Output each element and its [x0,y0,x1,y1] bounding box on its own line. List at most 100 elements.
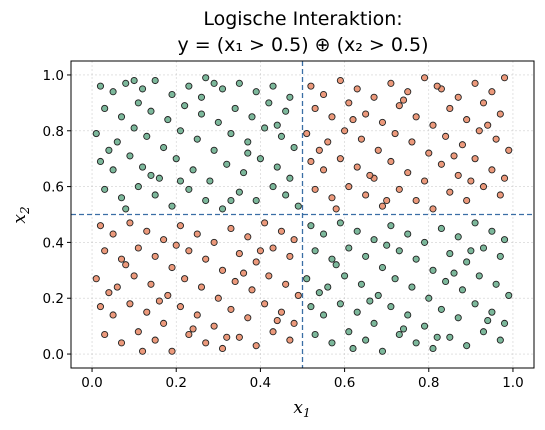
point-class-1-129 [185,330,193,339]
point-class-1-79 [193,230,201,238]
point-class-1-126 [134,328,142,336]
point-class-0-55 [168,202,176,210]
point-class-0-94 [429,266,437,274]
x-tick-label-2: 0.4 [250,375,271,391]
point-class-1-98 [92,275,100,283]
point-class-0-51 [101,185,109,193]
point-class-1-102 [164,291,172,299]
point-class-1-121 [261,300,269,308]
point-class-0-97 [479,244,488,252]
point-class-1-106 [231,277,239,286]
point-class-0-40 [126,152,134,160]
y-tick-label-3: 0.6 [43,180,64,196]
point-class-1-62 [496,191,504,199]
point-class-0-70 [176,177,184,185]
point-class-1-108 [265,272,273,280]
point-class-0-143 [383,241,391,249]
point-class-0-76 [336,219,344,227]
point-class-0-27 [130,124,138,132]
point-class-0-73 [210,79,218,87]
point-class-0-103 [374,291,382,299]
point-class-0-60 [252,196,260,205]
point-class-1-87 [117,255,126,263]
point-class-1-2 [336,76,344,85]
point-class-1-99 [113,283,121,291]
point-class-1-61 [479,183,488,191]
point-class-0-129 [378,347,387,355]
point-class-1-141 [105,289,113,297]
point-class-1-36 [492,135,500,143]
point-class-0-115 [353,308,361,316]
point-class-1-55 [378,202,387,210]
point-class-0-106 [425,294,433,302]
point-class-0-134 [463,342,471,350]
point-class-1-139 [240,269,248,277]
point-class-0-20 [214,118,222,126]
point-class-1-143 [223,333,231,341]
point-class-1-82 [244,233,252,241]
point-class-1-19 [412,113,420,121]
point-class-0-50 [286,174,294,182]
point-class-0-141 [484,317,492,325]
point-class-0-2 [122,79,130,87]
point-class-0-39 [109,166,117,174]
point-class-0-107 [442,277,450,286]
point-class-0-48 [256,155,264,163]
y-tick-label-0: 0.0 [43,347,64,363]
point-class-0-61 [269,183,277,191]
point-class-1-10 [471,79,479,87]
point-class-0-15 [134,99,142,107]
data-points [92,74,513,355]
point-class-1-26 [324,138,332,146]
point-class-0-104 [391,275,399,283]
point-class-1-72 [349,116,357,124]
point-class-1-140 [273,317,281,325]
point-class-1-47 [454,171,462,179]
point-class-1-50 [500,174,509,182]
point-class-0-21 [231,104,239,112]
point-class-0-7 [202,74,210,82]
point-class-0-5 [168,90,176,99]
point-class-1-16 [362,110,370,118]
point-class-0-11 [269,82,277,90]
point-class-0-33 [227,130,235,138]
point-class-0-65 [147,171,155,179]
point-class-0-83 [454,233,462,241]
point-class-1-5 [387,79,395,87]
point-class-1-17 [378,118,387,126]
point-class-0-84 [471,219,479,227]
point-class-1-100 [130,272,138,280]
point-class-1-105 [214,294,222,302]
point-class-0-142 [315,289,323,297]
point-class-1-103 [181,275,189,283]
point-class-0-0 [96,82,105,90]
point-class-0-99 [303,275,311,283]
point-class-0-87 [311,247,319,255]
point-class-1-20 [429,121,437,129]
point-class-1-1 [319,90,328,99]
point-class-0-36 [277,132,286,140]
point-class-1-73 [96,222,105,230]
point-class-0-9 [235,79,243,87]
point-class-0-13 [101,104,109,112]
point-class-1-14 [328,113,336,121]
point-class-1-109 [282,280,290,288]
point-class-1-57 [412,196,420,205]
point-class-0-146 [349,344,357,353]
point-class-0-131 [412,339,420,347]
point-class-1-122 [277,308,286,316]
point-class-1-68 [315,146,323,154]
point-class-0-4 [151,76,159,85]
point-class-0-121 [454,314,462,322]
point-class-1-107 [248,286,256,294]
point-class-1-44 [404,169,412,177]
point-class-0-16 [147,107,155,115]
point-class-0-123 [488,308,496,316]
point-class-0-100 [324,283,332,291]
point-class-0-98 [496,252,504,260]
point-class-0-41 [139,163,147,171]
point-class-0-31 [193,135,201,143]
point-class-1-104 [197,283,206,291]
point-class-0-102 [357,280,365,288]
point-class-1-145 [139,347,147,355]
